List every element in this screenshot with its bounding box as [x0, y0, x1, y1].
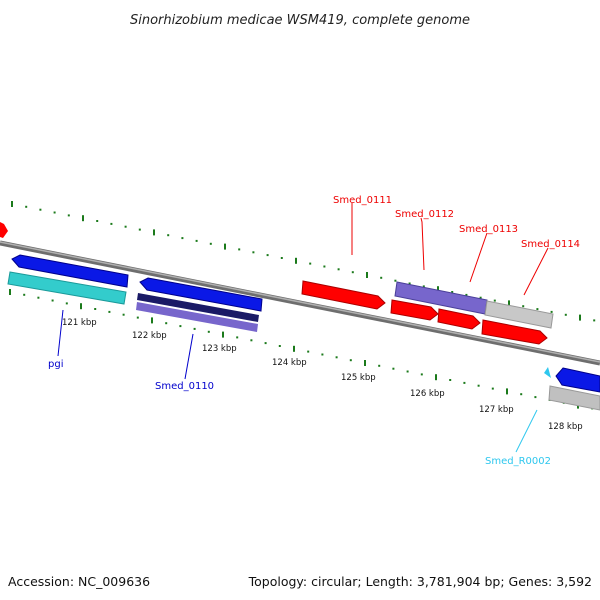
- gene-smed-0110-arrow[interactable]: [139, 277, 263, 312]
- label-smed-0111[interactable]: Smed_0111: [333, 195, 392, 206]
- accession-label: Accession: NC_009636: [8, 574, 150, 589]
- label-pgi[interactable]: pgi: [48, 359, 63, 370]
- rna-smed-r0002-arrow[interactable]: [544, 367, 551, 378]
- label-smed-r0002[interactable]: Smed_R0002: [485, 456, 551, 467]
- genome-summary: Topology: circular; Length: 3,781,904 bp…: [248, 574, 592, 589]
- gene-pgi-arrow[interactable]: [11, 254, 129, 288]
- scale-label-127: 127 kbp: [479, 405, 514, 415]
- scale-label-128: 128 kbp: [548, 422, 583, 432]
- reverse-strand-features: [7, 254, 600, 411]
- scale-label-125: 125 kbp: [341, 373, 376, 383]
- cog-next-gray-bar: [548, 385, 600, 411]
- cog-smed-0110-purple-bar: [136, 302, 258, 332]
- gene-next-reverse-arrow[interactable]: [555, 367, 600, 393]
- cog-smed-0110-navy-bar: [137, 293, 259, 322]
- label-smed-0110[interactable]: Smed_0110: [155, 381, 214, 392]
- gene-smed-0112-arrow[interactable]: [390, 299, 439, 321]
- cog-pgi-bar: [7, 271, 127, 305]
- scale-label-123: 123 kbp: [202, 344, 237, 354]
- scale-label-122: 122 kbp: [132, 331, 167, 341]
- label-smed-0112[interactable]: Smed_0112: [395, 209, 454, 220]
- gene-smed-0111-arrow[interactable]: [301, 280, 386, 310]
- map-title: Sinorhizobium medicae WSM419, complete g…: [130, 13, 470, 28]
- label-smed-0114[interactable]: Smed_0114: [521, 239, 580, 250]
- scale-label-121: 121 kbp: [62, 318, 97, 328]
- scale-label-124: 124 kbp: [272, 358, 307, 368]
- scale-label-126: 126 kbp: [410, 389, 445, 399]
- gene-labels: Smed_0111 Smed_0112 Smed_0113 Smed_0114 …: [48, 195, 580, 467]
- cog-smed-0114-gray-bar: [484, 300, 554, 329]
- forward-strand-features: [0, 222, 554, 345]
- label-smed-0113[interactable]: Smed_0113: [459, 224, 518, 235]
- backbone: [0, 240, 600, 366]
- gene-prev-forward-arrow[interactable]: [0, 222, 8, 238]
- scale-labels: 121 kbp 122 kbp 123 kbp 124 kbp 125 kbp …: [62, 318, 583, 432]
- gene-smed-0114-arrow[interactable]: [481, 319, 548, 345]
- gene-smed-0113-arrow[interactable]: [437, 308, 481, 330]
